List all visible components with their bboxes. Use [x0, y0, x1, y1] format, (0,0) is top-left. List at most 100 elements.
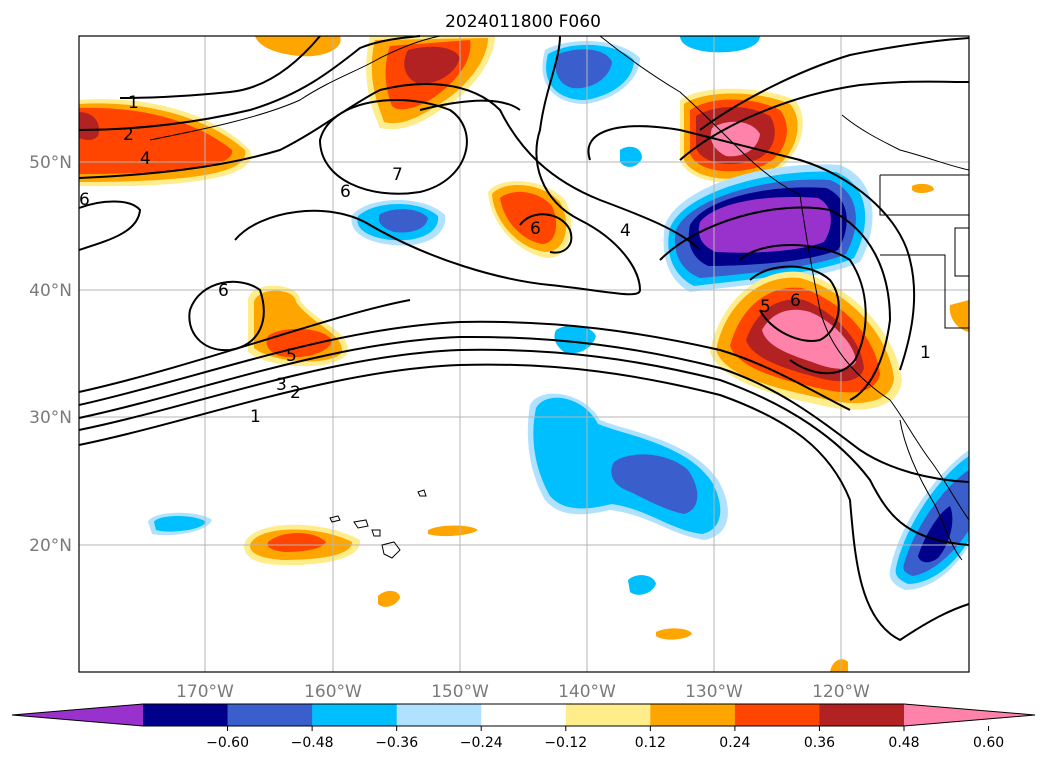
us-west-coast [799, 194, 970, 521]
lon-label: 160°W [304, 682, 362, 702]
lon-label: 150°W [431, 682, 489, 702]
hawaii-island-a [329, 515, 341, 523]
positive-anomaly-small-b [378, 590, 400, 607]
negative-anomaly-mexico-deep [918, 506, 953, 563]
lat-label: 20°N [29, 536, 72, 556]
contour-label: 2 [290, 383, 301, 403]
negative-anomaly-small-b [554, 325, 596, 354]
contour-label: 3 [276, 375, 287, 395]
negative-anomaly-small-d [628, 575, 656, 595]
colorbar [11, 703, 1036, 727]
positive-anomaly-small-a [428, 525, 478, 537]
positive-anomaly-small-e [830, 659, 848, 672]
lat-label: 30°N [29, 408, 72, 428]
contour-label: 4 [140, 149, 151, 169]
positive-anomaly-subtrop-b-inner [267, 533, 326, 552]
small-island [417, 489, 427, 497]
longitude-labels: 170°W 160°W 150°W 140°W 130°W 120°W [176, 682, 870, 702]
colorbar-tick-label: −0.12 [544, 735, 587, 751]
colorbar-tick-label: −0.36 [375, 735, 418, 751]
colorbar-tick-label: 0.12 [635, 735, 666, 751]
colorbar-swatch [650, 704, 736, 726]
contour-label: 6 [790, 291, 801, 311]
contour-upper-1 [119, 35, 321, 99]
map-frame [78, 35, 970, 673]
contour-label: 6 [79, 190, 90, 210]
contour-label: 7 [392, 165, 403, 185]
colorbar-extend-high [904, 704, 1035, 726]
hawaii-island-c [371, 529, 381, 537]
colorbar-swatch [143, 704, 229, 726]
lon-label: 140°W [558, 682, 616, 702]
contour-northeast-2 [679, 80, 970, 161]
contour-trough-inner [749, 265, 840, 342]
contour-high [419, 99, 521, 111]
contour-label: 6 [530, 219, 541, 239]
colorbar-extend-low [12, 704, 143, 726]
colorbar-swatch [481, 704, 567, 726]
hawaii-island-d [381, 541, 401, 559]
contour-label: 1 [128, 93, 139, 113]
contour-label: 1 [250, 407, 261, 427]
contour-label: 6 [218, 281, 229, 301]
colorbar-swatch [565, 704, 651, 726]
colorbar-tick-labels: −0.60 −0.48 −0.36 −0.24 −0.12 0.12 0.24 0.36 0.4… [206, 726, 1004, 751]
contour-label: 2 [123, 125, 134, 145]
latitude-labels: 50°N 40°N 30°N 20°N [29, 153, 72, 556]
hawaii-island-b [353, 519, 369, 529]
contour-6-central [519, 213, 573, 254]
colorbar-outline [11, 703, 1036, 727]
contour-trough-5 [659, 206, 892, 401]
positive-anomaly-alaska-peak [404, 46, 460, 84]
contour-northeast [699, 37, 970, 131]
colorbar-swatch [396, 704, 482, 726]
contour-label: 1 [920, 343, 931, 363]
colorbar-tick-label: 0.36 [804, 735, 835, 751]
colorbar-swatch [227, 704, 313, 726]
contour-upper-4 [78, 83, 701, 251]
positive-anomaly-bering [255, 36, 341, 57]
colorbar-tick-label: 0.48 [888, 735, 919, 751]
colorbar-swatch [734, 704, 820, 726]
us-state-border-c [880, 254, 969, 329]
contour-label: 5 [286, 346, 297, 366]
contour-ring-7 [318, 99, 468, 195]
contour-1-lower [78, 363, 970, 642]
contour-2-lower [78, 348, 970, 546]
us-state-border-a [879, 175, 969, 216]
positive-anomaly-small-f [912, 183, 934, 193]
positive-anomaly-small-c [656, 628, 692, 640]
colorbar-tick-label: −0.48 [291, 735, 334, 751]
contour-labels: 1 2 4 6 7 6 5 3 2 1 6 4 5 6 1 6 [79, 93, 931, 427]
negative-anomaly-small-a-core [154, 516, 206, 532]
contour-6-west [188, 280, 265, 352]
map-title: 2024011800 F060 [445, 12, 601, 32]
lon-label: 120°W [812, 682, 870, 702]
positive-anomaly-small-d [949, 300, 969, 332]
contour-label: 6 [340, 182, 351, 202]
contours [78, 35, 970, 642]
lat-label: 50°N [29, 153, 72, 173]
positive-anomaly-california-max [762, 309, 856, 369]
alaska-coast [149, 35, 441, 141]
colorbar-tick-label: 0.24 [719, 735, 750, 751]
negative-anomaly-top [680, 36, 760, 53]
negative-anomaly-subtrop-inner [611, 454, 698, 514]
contour-4-lower [78, 320, 851, 411]
canada-interior-border [841, 114, 970, 171]
contour-upper-2 [78, 35, 421, 131]
contour-5-lower [78, 299, 411, 393]
alaska-panhandle-coast [599, 35, 801, 196]
lon-label: 130°W [685, 682, 743, 702]
positive-anomaly-nw-inner [79, 107, 233, 174]
contour-label: 4 [620, 221, 631, 241]
colorbar-swatch [312, 704, 398, 726]
positive-anomaly-nw-peak [79, 112, 100, 140]
contour-label: 5 [760, 297, 771, 317]
map-panel: 1 2 4 6 7 6 5 3 2 1 6 4 5 6 1 6 [78, 35, 970, 673]
contour-trough-4 [587, 125, 916, 371]
contour-trough-6 [739, 244, 867, 375]
colorbar-tick-label: −0.24 [460, 735, 503, 751]
contour-6-mid [234, 35, 642, 296]
